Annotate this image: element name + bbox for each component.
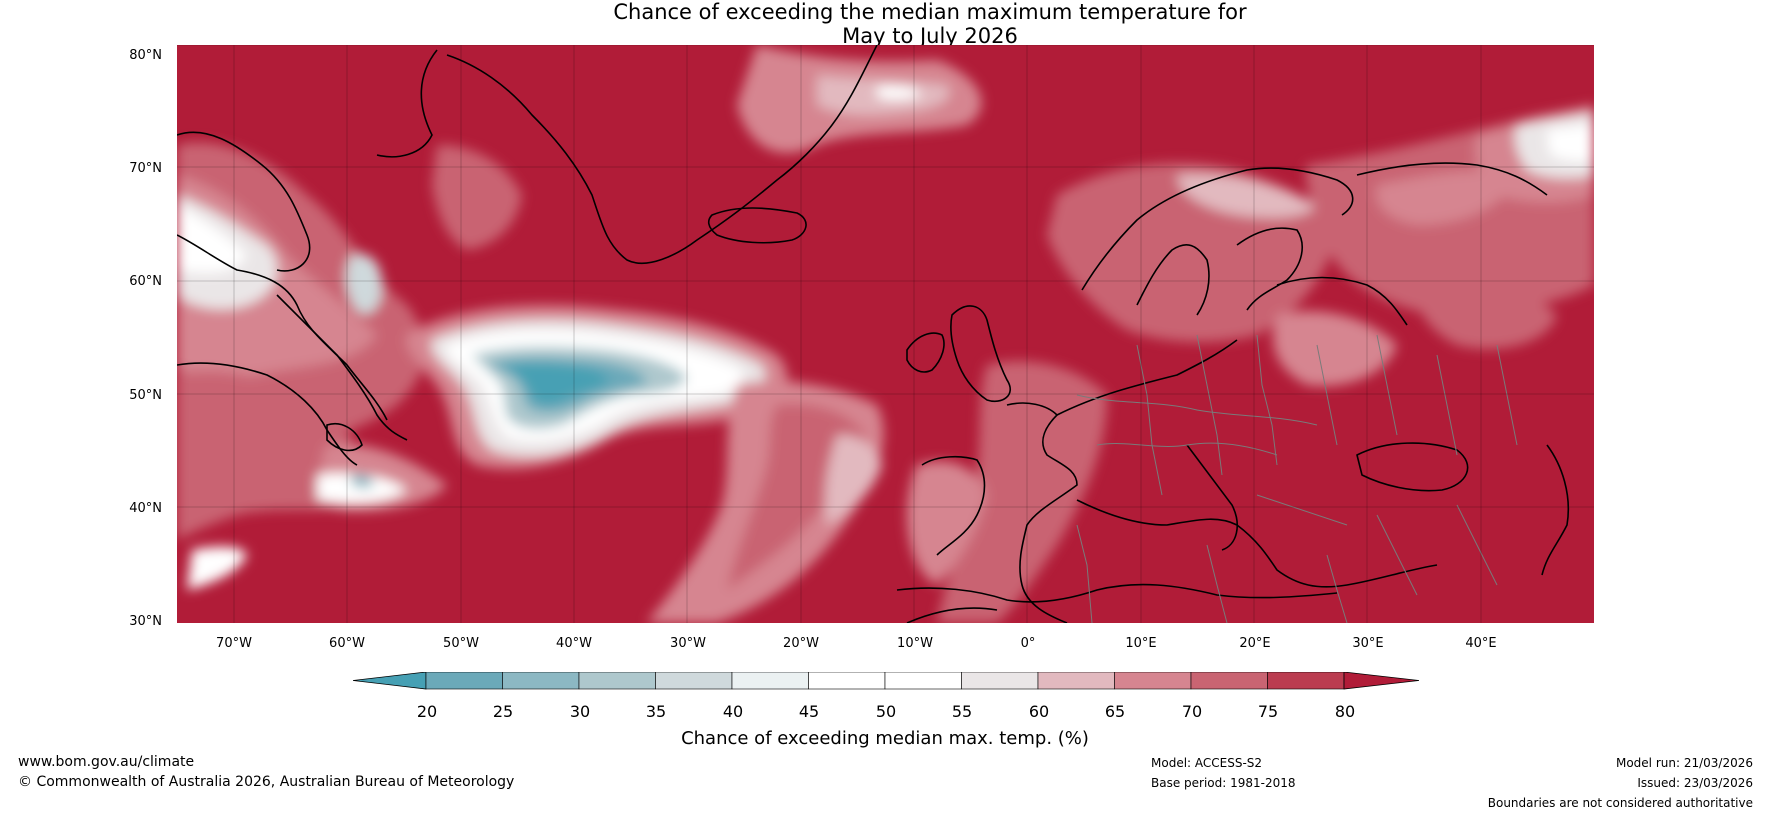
- probability-field: [177, 45, 1594, 623]
- colorbar-segment: [961, 672, 1039, 690]
- colorbar-segment: [1114, 672, 1192, 690]
- lon-label-0: 0°: [1020, 636, 1036, 651]
- colorbar-segment: [1190, 672, 1268, 690]
- footer-website: www.bom.gov.au/climate: [18, 754, 195, 770]
- colorbar-segment: [1037, 672, 1115, 690]
- footer-model: Model: ACCESS-S2: [1151, 756, 1263, 770]
- lon-label-30e: 30°E: [1352, 636, 1384, 651]
- lat-label-30n: 30°N: [129, 614, 162, 629]
- cb-tick-20: 20: [416, 702, 438, 721]
- footer-base-period: Base period: 1981-2018: [1151, 776, 1296, 790]
- lon-label-60w: 60°W: [329, 636, 365, 651]
- cb-tick-25: 25: [492, 702, 514, 721]
- colorbar-segment: [578, 672, 656, 690]
- cb-tick-30: 30: [569, 702, 591, 721]
- footer-copyright: © Commonwealth of Australia 2026, Austra…: [18, 774, 515, 790]
- colorbar-segment: [655, 672, 733, 690]
- cb-tick-55: 55: [951, 702, 973, 721]
- footer-issued: Issued: 23/03/2026: [1637, 776, 1753, 790]
- footer-disclaimer: Boundaries are not considered authoritat…: [1487, 796, 1753, 810]
- colorbar-segment: [502, 672, 580, 690]
- colorbar-segment: [884, 672, 962, 690]
- colorbar-segment: [808, 672, 886, 690]
- title-line-2: May to July 2026: [842, 24, 1018, 48]
- lat-label-80n: 80°N: [129, 48, 162, 63]
- cb-tick-35: 35: [645, 702, 667, 721]
- lon-label-40e: 40°E: [1465, 636, 1497, 651]
- lat-label-60n: 60°N: [129, 274, 162, 289]
- chart-title: Chance of exceeding the median maximum t…: [0, 0, 1770, 48]
- lon-label-70w: 70°W: [216, 636, 252, 651]
- lon-label-40w: 40°W: [556, 636, 592, 651]
- cb-tick-75: 75: [1257, 702, 1279, 721]
- lat-label-40n: 40°N: [129, 501, 162, 516]
- lon-label-50w: 50°W: [443, 636, 479, 651]
- colorbar-extend-high: [1343, 672, 1419, 690]
- cb-tick-50: 50: [875, 702, 897, 721]
- borders: [1076, 334, 1518, 623]
- lon-label-20w: 20°W: [783, 636, 819, 651]
- colorbar-label: Chance of exceeding median max. temp. (%…: [681, 728, 1089, 749]
- colorbar: [353, 672, 1419, 690]
- colorbar-segment: [731, 672, 809, 690]
- cb-tick-65: 65: [1104, 702, 1126, 721]
- lon-label-30w: 30°W: [670, 636, 706, 651]
- map-svg: [177, 45, 1594, 623]
- lat-label-70n: 70°N: [129, 161, 162, 176]
- lon-label-10w: 10°W: [897, 636, 933, 651]
- lat-label-50n: 50°N: [129, 388, 162, 403]
- graticule: [177, 45, 1594, 623]
- lon-label-20e: 20°E: [1239, 636, 1271, 651]
- lon-label-10e: 10°E: [1125, 636, 1157, 651]
- colorbar-segment: [425, 672, 503, 690]
- coastlines: [177, 45, 1570, 623]
- footer-model-run: Model run: 21/03/2026: [1615, 756, 1753, 770]
- cb-tick-45: 45: [798, 702, 820, 721]
- cb-tick-70: 70: [1181, 702, 1203, 721]
- colorbar-extend-low: [353, 672, 427, 690]
- cb-tick-40: 40: [722, 702, 744, 721]
- cb-tick-60: 60: [1028, 702, 1050, 721]
- colorbar-segment: [1267, 672, 1345, 690]
- forecast-map: [177, 45, 1594, 623]
- cb-tick-80: 80: [1334, 702, 1356, 721]
- title-line-1: Chance of exceeding the median maximum t…: [613, 0, 1247, 24]
